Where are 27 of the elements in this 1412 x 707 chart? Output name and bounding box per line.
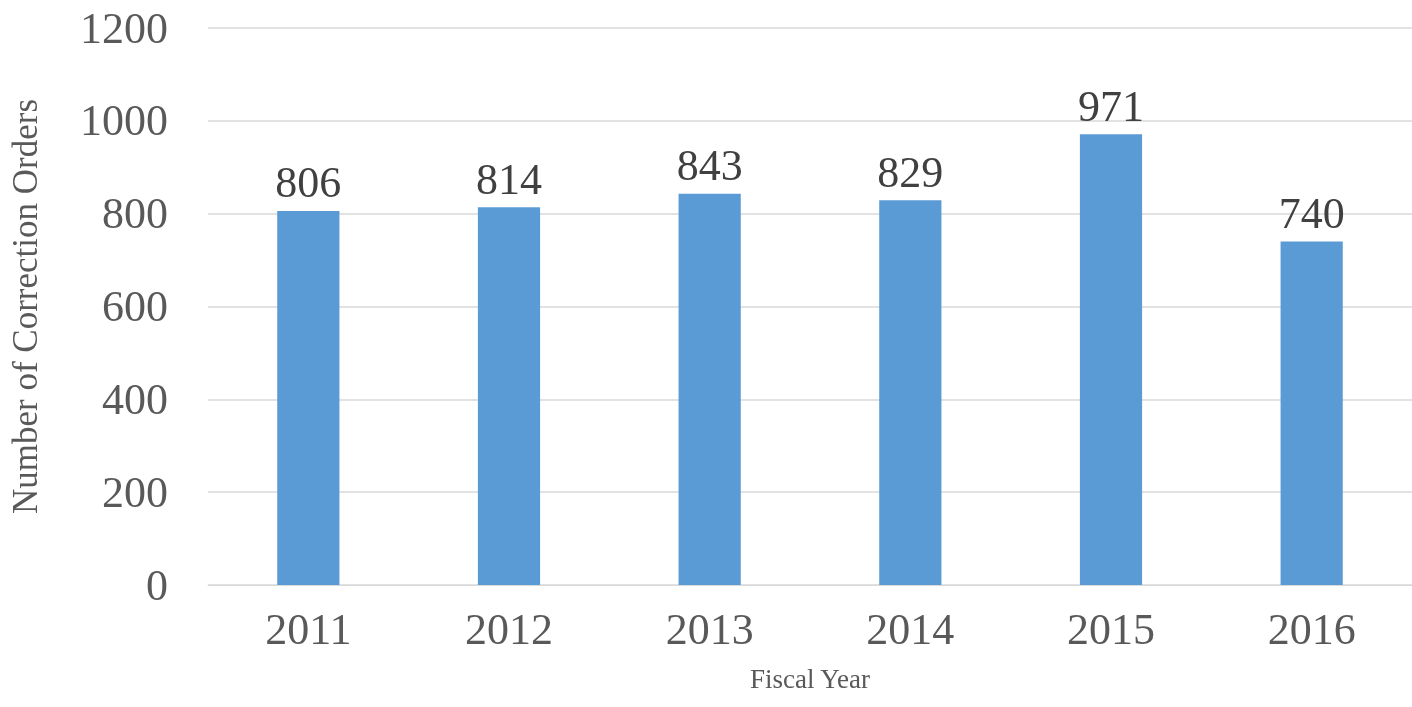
y-tick-label: 200 (102, 467, 168, 517)
y-axis-title: Number of Correction Orders (6, 98, 45, 515)
bar (1079, 134, 1143, 585)
x-tick-label: 2012 (465, 604, 553, 654)
data-label: 740 (1278, 189, 1345, 239)
y-tick-label: 1000 (80, 96, 168, 146)
bar (477, 207, 541, 585)
data-label: 971 (1078, 81, 1144, 131)
y-tick-label: 1200 (80, 3, 168, 53)
y-tick-label: 400 (102, 374, 168, 424)
data-label: 843 (676, 141, 743, 191)
x-tick-label: 2016 (1267, 604, 1356, 654)
bar (277, 210, 340, 585)
data-label: 814 (476, 154, 542, 204)
y-tick-label: 800 (102, 189, 168, 239)
data-label: 806 (275, 158, 342, 208)
x-tick-label: 2013 (665, 604, 754, 654)
y-tick-label: 0 (146, 560, 168, 610)
x-tick-label: 2014 (866, 604, 955, 654)
data-label: 829 (877, 147, 944, 197)
x-axis-title: Fiscal Year (750, 663, 871, 694)
y-tick-label: 600 (102, 282, 168, 331)
x-tick-label: 2011 (265, 604, 352, 654)
bar (678, 193, 741, 585)
x-tick-label: 2015 (1067, 604, 1155, 654)
bar (1280, 241, 1343, 585)
bar (879, 200, 942, 585)
